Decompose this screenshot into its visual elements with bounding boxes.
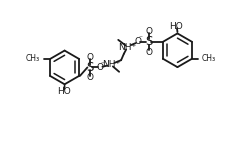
Text: NH⁺: NH⁺ bbox=[117, 43, 136, 52]
Text: O: O bbox=[86, 52, 93, 62]
Text: O: O bbox=[86, 73, 93, 82]
Text: HO: HO bbox=[57, 87, 71, 96]
Text: O: O bbox=[145, 48, 152, 57]
Text: NH⁺: NH⁺ bbox=[102, 60, 120, 69]
Text: S: S bbox=[145, 35, 152, 48]
Text: O: O bbox=[145, 27, 152, 36]
Text: S: S bbox=[86, 61, 93, 74]
Text: CH₃: CH₃ bbox=[201, 54, 215, 63]
Text: HO: HO bbox=[169, 22, 182, 31]
Text: O: O bbox=[96, 63, 103, 72]
Text: O: O bbox=[133, 37, 140, 46]
Text: CH₃: CH₃ bbox=[26, 54, 40, 63]
Text: ⁻: ⁻ bbox=[138, 33, 142, 43]
Text: ⁻: ⁻ bbox=[100, 59, 104, 68]
